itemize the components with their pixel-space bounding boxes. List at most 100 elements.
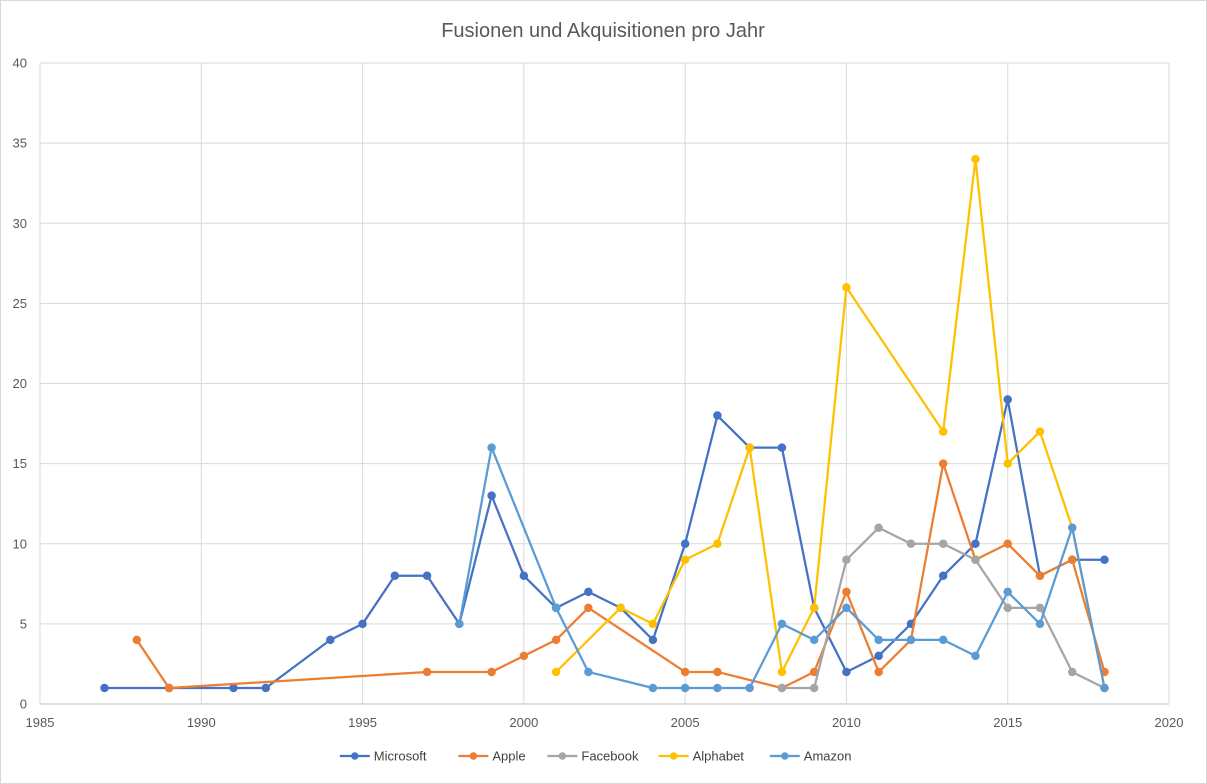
legend-marker-amazon xyxy=(781,752,789,760)
data-point-apple xyxy=(584,603,593,613)
data-point-amazon xyxy=(1067,523,1077,532)
legend-label-alphabet: Alphabet xyxy=(693,749,745,764)
y-tick-label: 15 xyxy=(13,456,27,471)
legend-item-alphabet: Alphabet xyxy=(658,749,745,764)
data-point-facebook xyxy=(1035,603,1045,613)
series-line-facebook xyxy=(781,526,1105,690)
data-point-apple xyxy=(1035,571,1045,581)
data-point-alphabet xyxy=(777,667,787,677)
data-point-facebook xyxy=(809,683,819,693)
legend-item-apple: Apple xyxy=(458,749,526,764)
data-point-apple xyxy=(132,635,142,645)
data-point-facebook xyxy=(906,539,916,548)
legend-label-microsoft: Microsoft xyxy=(374,749,427,764)
legend-label-apple: Apple xyxy=(492,749,525,764)
legend-marker-alphabet xyxy=(669,752,678,760)
data-point-amazon xyxy=(745,683,754,693)
data-point-apple xyxy=(680,667,690,677)
y-tick-label: 10 xyxy=(13,536,27,551)
data-point-amazon xyxy=(713,683,722,693)
y-tick-label: 0 xyxy=(20,697,27,712)
series-amazon xyxy=(455,443,1109,693)
data-point-microsoft xyxy=(487,491,496,500)
data-point-microsoft xyxy=(874,651,883,661)
y-tick-label: 25 xyxy=(13,296,27,311)
x-tick-label: 1995 xyxy=(348,715,377,730)
data-point-amazon xyxy=(938,635,948,645)
data-point-alphabet xyxy=(616,603,625,613)
data-point-microsoft xyxy=(713,411,722,420)
legend-label-amazon: Amazon xyxy=(804,749,852,764)
data-point-amazon xyxy=(809,635,819,645)
data-point-apple xyxy=(842,587,851,597)
x-tick-label: 2020 xyxy=(1155,715,1184,730)
chart-title: Fusionen und Akquisitionen pro Jahr xyxy=(441,20,765,42)
data-point-amazon xyxy=(455,619,464,629)
data-point-amazon xyxy=(1003,587,1012,597)
data-point-amazon xyxy=(1100,683,1109,693)
axis-labels: 0 5 10 15 20 25 30 35 40 1985 1990 1995 2000 2005 2010… xyxy=(13,56,1184,731)
legend-label-facebook: Facebook xyxy=(581,749,639,764)
data-point-amazon xyxy=(971,651,980,661)
data-point-facebook xyxy=(938,539,948,548)
y-tick-label: 5 xyxy=(20,616,27,631)
data-point-amazon xyxy=(680,683,690,693)
data-point-amazon xyxy=(584,667,593,677)
data-point-microsoft xyxy=(680,539,690,548)
x-tick-label: 1985 xyxy=(26,715,55,730)
data-point-microsoft xyxy=(584,587,593,597)
y-tick-label: 20 xyxy=(13,376,27,391)
data-point-microsoft xyxy=(777,443,787,452)
data-point-alphabet xyxy=(809,603,819,613)
legend-marker-facebook xyxy=(558,752,567,760)
data-point-facebook xyxy=(777,683,787,693)
x-tick-label: 2005 xyxy=(671,715,700,730)
data-point-alphabet xyxy=(745,443,754,452)
data-point-alphabet xyxy=(713,539,722,548)
data-point-amazon xyxy=(648,683,658,693)
x-tick-label: 1990 xyxy=(187,715,216,730)
legend-marker-apple xyxy=(469,752,478,760)
series-line-apple xyxy=(135,462,1106,690)
data-point-apple xyxy=(874,667,883,677)
data-point-microsoft xyxy=(971,539,980,548)
legend-item-facebook: Facebook xyxy=(547,749,639,764)
data-point-amazon xyxy=(874,635,883,645)
data-point-microsoft xyxy=(358,619,367,629)
data-point-apple xyxy=(487,667,496,677)
series-layer xyxy=(100,154,1109,693)
data-point-amazon xyxy=(1035,619,1045,629)
data-point-microsoft xyxy=(326,635,335,645)
data-point-microsoft xyxy=(1100,555,1109,565)
data-point-alphabet xyxy=(1035,427,1045,436)
data-point-apple xyxy=(938,459,948,468)
data-point-apple xyxy=(713,667,722,677)
data-point-microsoft xyxy=(422,571,432,581)
data-point-microsoft xyxy=(390,571,400,581)
data-point-facebook xyxy=(842,555,851,565)
data-point-amazon xyxy=(842,603,851,613)
legend: Microsoft Apple Facebook Alphabet Amazon xyxy=(339,749,852,764)
data-point-alphabet xyxy=(551,667,561,677)
data-point-apple xyxy=(551,635,561,645)
data-point-apple xyxy=(519,651,529,661)
data-point-amazon xyxy=(906,635,916,645)
y-tick-label: 35 xyxy=(13,136,27,151)
data-point-alphabet xyxy=(680,555,690,565)
legend-marker-microsoft xyxy=(351,752,359,760)
series-alphabet xyxy=(551,154,1109,693)
data-point-microsoft xyxy=(229,683,238,693)
data-point-apple xyxy=(164,683,174,693)
data-point-alphabet xyxy=(938,427,948,436)
data-point-alphabet xyxy=(971,154,980,164)
data-point-facebook xyxy=(1003,603,1012,613)
data-point-facebook xyxy=(1067,667,1077,677)
data-point-alphabet xyxy=(1003,459,1012,468)
data-point-microsoft xyxy=(1003,395,1012,404)
data-point-alphabet xyxy=(648,619,658,629)
data-point-apple xyxy=(422,667,432,677)
series-apple xyxy=(132,459,1109,693)
y-tick-label: 40 xyxy=(13,56,27,71)
